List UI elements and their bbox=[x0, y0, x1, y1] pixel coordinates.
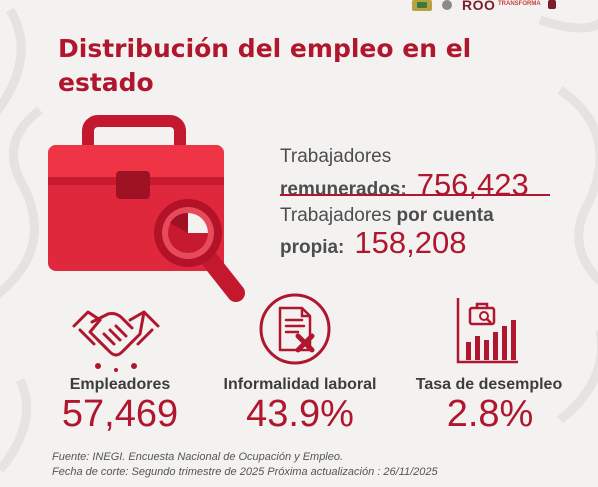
cuenta-propia-label-line2: propia: bbox=[280, 237, 345, 258]
header-logos: ROO TRANSFORMA bbox=[412, 0, 598, 13]
briefcase-chart-icon bbox=[456, 298, 518, 364]
page-title: Distribución del empleo en el estado bbox=[58, 34, 472, 97]
emblem-logo bbox=[442, 0, 452, 10]
empleadores-value: 57,469 bbox=[61, 393, 179, 435]
roo-logo-subtext: TRANSFORMA bbox=[498, 1, 541, 7]
secretaria-logo bbox=[548, 0, 556, 9]
cuenta-propia-label-b: por cuenta bbox=[396, 205, 494, 226]
roo-logo: ROO bbox=[462, 0, 496, 13]
remunerados-label-line2: remunerados: bbox=[280, 179, 407, 200]
informalidad-value: 43.9% bbox=[246, 393, 354, 435]
cuenta-propia-label-a: Trabajadores bbox=[280, 205, 397, 226]
footer-cutoff-line: Fecha de corte: Segundo trimestre de 202… bbox=[52, 466, 438, 478]
remunerados-label-line1: Trabajadores bbox=[280, 146, 392, 167]
empleadores-label: Empleadores bbox=[69, 376, 171, 393]
remunerados-value: 756,423 bbox=[416, 167, 529, 202]
stat-cuenta-propia: Trabajadores por cuenta propia: 158,208 bbox=[280, 205, 590, 259]
footer-source: Fuente: INEGI. Encuesta Nacional de Ocup… bbox=[52, 450, 438, 480]
desempleo-label: Tasa de desempleo bbox=[415, 376, 563, 393]
briefcase-magnifier-icon bbox=[48, 115, 245, 302]
stat-divider bbox=[280, 194, 550, 196]
document-x-icon bbox=[259, 293, 331, 365]
cuenta-propia-value: 158,208 bbox=[354, 225, 467, 260]
desempleo-value: 2.8% bbox=[446, 393, 534, 435]
state-seal-logo bbox=[412, 0, 432, 11]
informalidad-label: Informalidad laboral bbox=[223, 376, 377, 393]
footer-source-line: Fuente: INEGI. Encuesta Nacional de Ocup… bbox=[52, 451, 344, 463]
handshake-icon bbox=[72, 310, 160, 372]
